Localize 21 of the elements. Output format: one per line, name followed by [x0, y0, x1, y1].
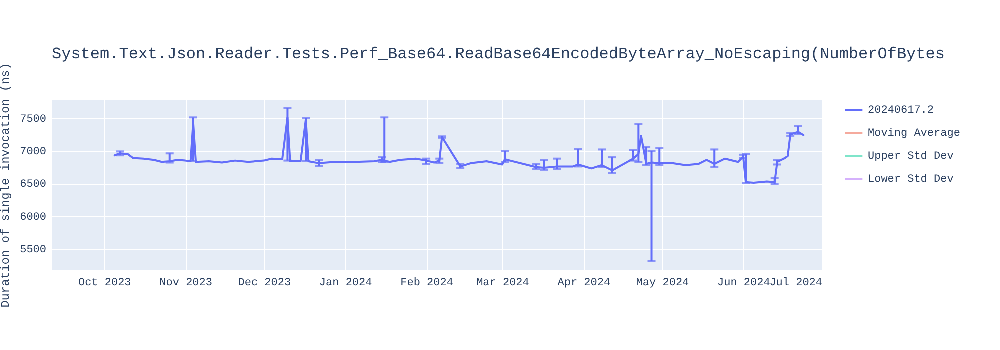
y-axis-title: Duration of single invocation (ns) [0, 63, 14, 308]
legend-label: Upper Std Dev [868, 151, 954, 163]
y-tick-label: 5500 [20, 244, 46, 257]
legend-label: Moving Average [868, 128, 960, 140]
x-tick-label: Dec 2023 [238, 278, 292, 290]
legend-label: 20240617.2 [868, 105, 934, 117]
y-tick-label: 6000 [20, 212, 46, 224]
x-tick-label: Jun 2024 [718, 278, 771, 290]
chart-title: System.Text.Json.Reader.Tests.Perf_Base64.ReadBase64EncodedByteArray_NoEscaping(NumberOfBytes [52, 46, 945, 64]
legend-label: Lower Std Dev [868, 174, 954, 186]
x-tick-label: Jan 2024 [319, 278, 373, 290]
x-tick-label: May 2024 [636, 278, 690, 290]
x-tick-label: Apr 2024 [558, 278, 611, 290]
x-tick-label: Feb 2024 [400, 278, 454, 290]
x-tick-label: Oct 2023 [78, 278, 132, 290]
y-tick-label: 7500 [20, 114, 46, 126]
x-tick-label: Mar 2024 [476, 278, 530, 290]
x-tick-label: Nov 2023 [160, 278, 212, 290]
x-tick-label: Jul 2024 [770, 278, 823, 290]
y-tick-label: 6500 [20, 179, 46, 192]
y-tick-label: 7000 [20, 146, 46, 158]
